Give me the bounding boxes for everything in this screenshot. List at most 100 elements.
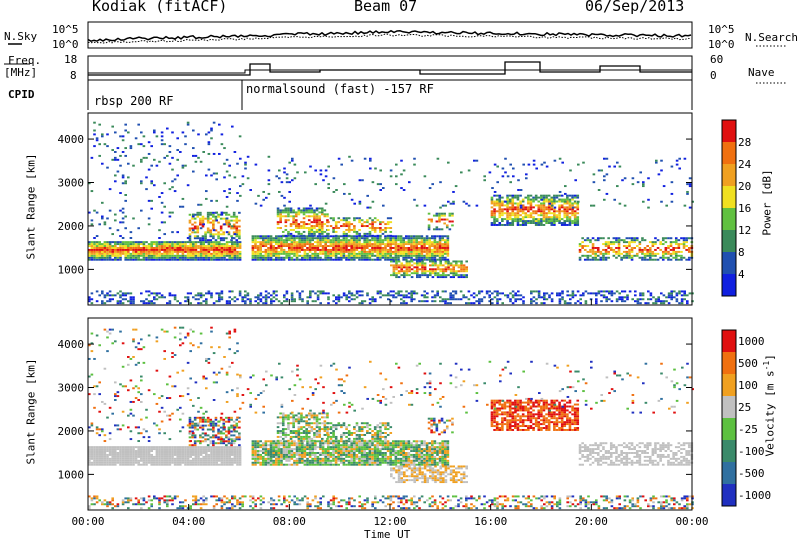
range-gate-cell [295, 452, 299, 454]
range-gate-cell [457, 260, 461, 263]
range-gate-cell [324, 237, 327, 240]
range-gate-cell [366, 219, 369, 222]
range-gate-cell [215, 211, 218, 214]
range-gate-cell [355, 230, 359, 233]
range-gate-cell [493, 223, 496, 226]
range-gate-cell [199, 457, 203, 460]
range-gate-cell [220, 463, 224, 466]
range-gate-cell [171, 250, 174, 253]
range-gate-cell [184, 250, 187, 253]
range-gate-cell [358, 243, 361, 246]
range-gate-cell [345, 294, 348, 297]
range-gate-cell [267, 463, 270, 466]
range-gate-cell [90, 453, 94, 456]
range-gate-cell [404, 250, 408, 253]
range-gate-cell [184, 243, 187, 246]
range-gate-cell [194, 446, 198, 449]
range-gate-cell [270, 302, 273, 305]
range-gate-cell [272, 448, 275, 451]
range-gate-cell [355, 235, 359, 238]
range-gate-cell [202, 446, 205, 449]
range-gate-cell [431, 272, 435, 275]
range-gate-cell [361, 290, 364, 293]
range-gate-cell [219, 225, 223, 228]
range-gate-cell [209, 440, 213, 443]
range-gate-cell [171, 211, 174, 214]
range-gate-cell [384, 227, 387, 229]
range-gate-cell [602, 248, 605, 251]
range-gate-cell [194, 461, 198, 464]
range-gate-cell [516, 223, 520, 226]
range-gate-cell [617, 245, 621, 248]
range-gate-cell [521, 216, 525, 219]
range-gate-cell [373, 227, 377, 229]
range-gate-cell [173, 190, 177, 193]
range-gate-cell [386, 258, 390, 261]
range-gate-cell [459, 298, 463, 301]
range-gate-cell [395, 175, 398, 178]
range-gate-cell [327, 292, 330, 295]
range-gate-cell [206, 221, 210, 224]
range-gate-cell [199, 453, 203, 456]
range-gate-cell [311, 245, 314, 248]
range-gate-cell [568, 198, 572, 201]
range-gate-cell [308, 248, 312, 251]
range-gate-cell [181, 166, 185, 169]
range-gate-cell [295, 250, 299, 253]
range-gate-cell [214, 422, 218, 425]
range-gate-cell [256, 252, 260, 255]
range-gate-cell [623, 300, 627, 303]
range-gate-cell [103, 448, 107, 451]
range-gate-cell [498, 212, 502, 215]
range-gate-cell [179, 254, 182, 257]
range-gate-cell [261, 448, 265, 451]
range-gate-cell [259, 292, 263, 295]
range-gate-cell [129, 455, 133, 458]
range-gate-cell [210, 296, 213, 299]
range-gate-cell [516, 204, 520, 207]
range-gate-cell [421, 262, 424, 265]
range-gate-cell [295, 450, 299, 453]
range-gate-cell [259, 463, 262, 466]
range-gate-cell [121, 252, 125, 255]
range-gate-cell [155, 455, 159, 458]
range-gate-cell [651, 258, 655, 261]
range-gate-cell [321, 241, 325, 244]
range-gate-cell [225, 170, 229, 173]
range-gate-cell [232, 434, 236, 437]
nave-top: 60 [710, 53, 724, 66]
range-gate-cell [236, 254, 239, 257]
range-gate-cell [238, 446, 242, 449]
range-gate-cell [316, 241, 320, 244]
range-gate-cell [688, 177, 692, 180]
range-gate-cell [293, 298, 296, 301]
range-gate-cell [168, 211, 172, 214]
range-gate-cell [145, 457, 148, 460]
range-gate-cell [202, 300, 205, 303]
range-gate-cell [119, 241, 122, 244]
range-gate-cell [296, 290, 299, 293]
range-gate-cell [150, 254, 153, 257]
range-gate-cell [103, 453, 107, 456]
range-gate-cell [212, 457, 216, 460]
range-gate-cell [251, 237, 255, 240]
range-gate-cell [124, 453, 127, 456]
range-gate-cell [227, 436, 231, 439]
range-gate-cell [155, 298, 159, 301]
range-gate-cell [397, 245, 400, 248]
range-gate-cell [124, 250, 127, 253]
range-gate-cell [300, 237, 304, 240]
range-gate-cell [287, 446, 291, 449]
range-gate-cell [672, 250, 675, 253]
range-gate-cell [300, 232, 303, 235]
range-gate-cell [145, 298, 148, 301]
range-gate-cell [181, 457, 185, 460]
range-gate-cell [228, 252, 231, 255]
range-gate-cell [230, 444, 233, 447]
range-gate-cell [111, 298, 114, 301]
range-gate-cell [669, 252, 673, 255]
range-gate-cell [205, 459, 208, 462]
range-gate-cell [259, 457, 262, 460]
range-gate-cell [290, 455, 294, 458]
range-gate-cell [140, 247, 143, 249]
